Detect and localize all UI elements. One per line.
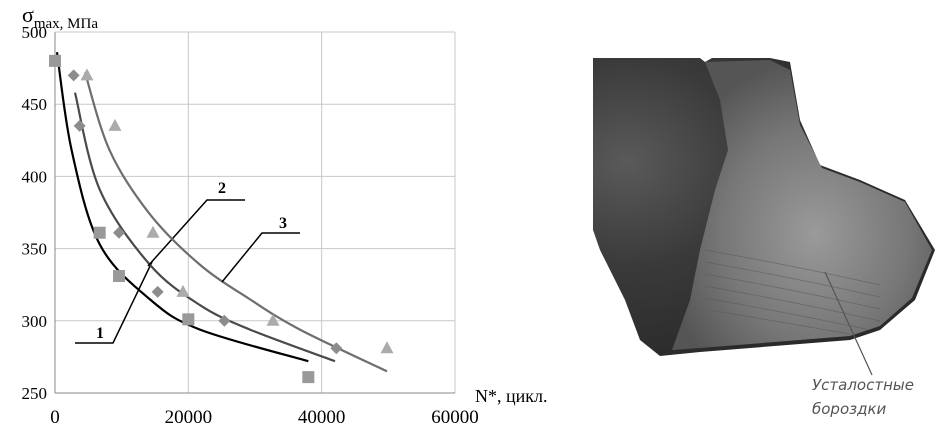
x-axis-label: N*, цикл. xyxy=(475,386,548,406)
diamond-point xyxy=(330,342,343,355)
diamond-point xyxy=(151,285,164,298)
triangle-point xyxy=(176,284,190,297)
y-tick-label: 350 xyxy=(22,240,48,259)
annotation: Усталостные xyxy=(812,376,914,394)
curve-label: 3 xyxy=(279,215,287,232)
diamond-point xyxy=(113,226,125,239)
annotation-pointer xyxy=(824,271,873,376)
x-tick-label: 40000 xyxy=(298,407,346,428)
curve-leader xyxy=(221,232,300,283)
square-point xyxy=(182,313,195,326)
fit-curve xyxy=(83,72,388,373)
y-tick-label: 400 xyxy=(22,167,48,186)
curve-label: 1 xyxy=(96,325,104,342)
y-label-subscript: max, МПа xyxy=(34,16,98,32)
y-label-symbol: σ xyxy=(22,2,34,27)
curve-leader xyxy=(75,261,153,344)
curve-leader xyxy=(147,199,245,267)
y-tick-label: 450 xyxy=(22,95,48,114)
triangle-point xyxy=(380,341,394,354)
square-point xyxy=(302,371,315,384)
square-point xyxy=(49,54,61,67)
fracture-photo: Усталостные бороздки xyxy=(593,58,935,418)
y-tick-label: 300 xyxy=(22,312,48,331)
curve-label: 2 xyxy=(218,180,226,197)
diamond-point xyxy=(67,69,80,82)
x-tick-label: 20000 xyxy=(165,407,213,428)
diamond-point xyxy=(73,119,86,132)
square-point xyxy=(93,226,106,239)
photo-fracture-surface xyxy=(672,60,932,350)
triangle-point xyxy=(146,225,160,238)
annotation: бороздки xyxy=(812,400,887,418)
fit-curve xyxy=(73,92,336,363)
striations xyxy=(704,249,881,335)
triangle-point xyxy=(266,313,280,326)
y-tick-label: 500 xyxy=(22,23,48,42)
y-axis-label: σmax, МПа xyxy=(22,2,98,32)
x-tick-label: 0 xyxy=(50,407,60,428)
x-tick-label: 60000 xyxy=(431,407,479,428)
triangle-point xyxy=(108,118,122,131)
diamond-point xyxy=(218,314,231,327)
y-tick-label: 250 xyxy=(22,384,48,403)
square-point xyxy=(113,270,125,283)
triangle-point xyxy=(80,68,94,81)
